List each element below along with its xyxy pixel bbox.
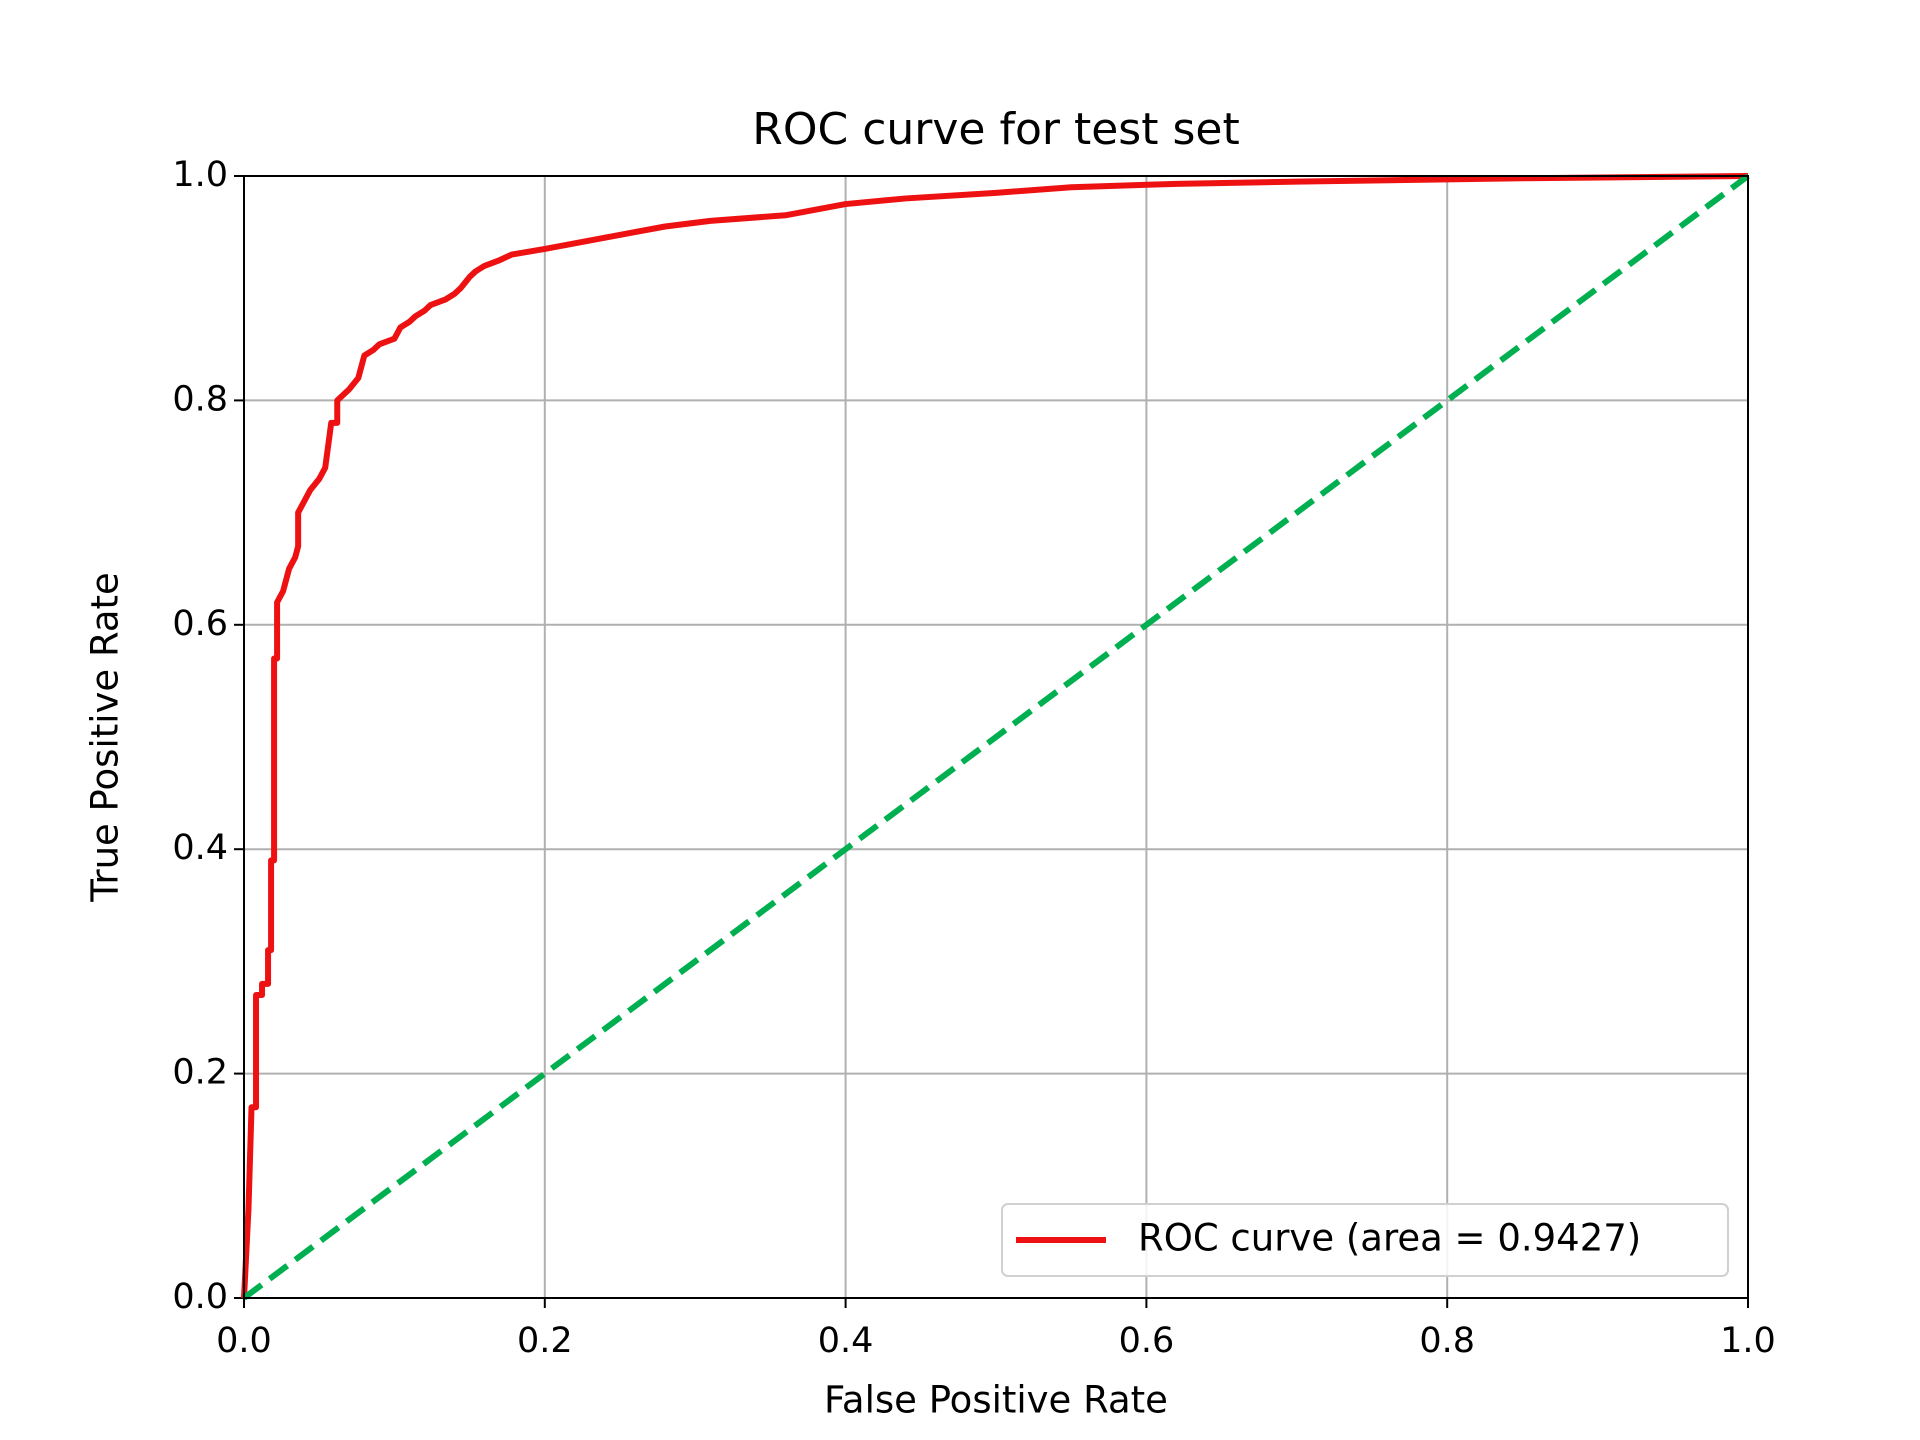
x-tick-label: 0.2 (517, 1321, 573, 1361)
x-tick-label: 0.4 (818, 1321, 874, 1361)
chart-title: ROC curve for test set (752, 104, 1239, 155)
y-axis-label: True Positive Rate (84, 572, 127, 903)
legend-box (1001, 1203, 1729, 1277)
y-tick-label: 0.2 (172, 1053, 228, 1093)
plot-frame (243, 175, 1749, 1299)
y-tick-label: 0.8 (172, 379, 228, 419)
x-tick-label: 0.0 (216, 1321, 272, 1361)
y-tick-label: 0.4 (172, 828, 228, 868)
x-tick-label: 0.8 (1419, 1321, 1475, 1361)
legend-label: ROC curve (area = 0.9427) (1138, 1217, 1641, 1260)
y-tick-label: 0.6 (172, 604, 228, 644)
y-tick-label: 0.0 (172, 1277, 228, 1317)
x-tick-label: 0.6 (1119, 1321, 1175, 1361)
x-axis-label: False Positive Rate (824, 1379, 1168, 1422)
y-tick-label: 1.0 (172, 155, 228, 195)
series-line (242, 173, 1750, 1301)
x-tick-label: 1.0 (1720, 1321, 1776, 1361)
series-line (241, 173, 1749, 1299)
